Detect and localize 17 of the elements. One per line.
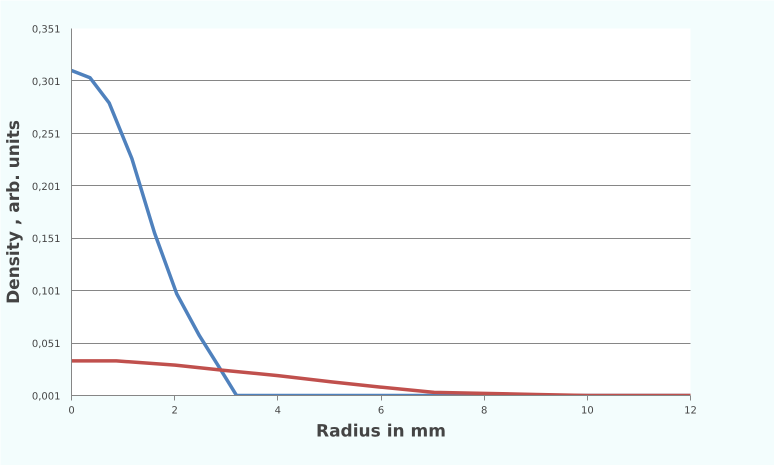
y-tick-label: 0,251	[32, 129, 61, 140]
y-tick-label: 0,051	[32, 339, 61, 350]
x-tick-label: 10	[580, 406, 594, 416]
x-tick-label: 8	[480, 406, 488, 416]
y-tick-label: 0,351	[32, 24, 61, 36]
x-tick-label: 6	[378, 406, 384, 416]
y-tick-label: 0,151	[32, 234, 61, 246]
y-tick-label: 0,301	[32, 76, 61, 88]
x-tick-label: 2	[171, 406, 178, 416]
y-tick-label: 0,101	[32, 286, 61, 298]
x-tick-label: 12	[684, 406, 697, 416]
y-axis-title: Density , arb. units	[4, 120, 24, 304]
y-tick-label: 0,201	[32, 182, 61, 193]
x-tick-label: 0	[68, 406, 75, 416]
x-axis-title: Radius in mm	[316, 422, 446, 442]
x-tick-label: 4	[274, 406, 282, 416]
y-tick-label: 0,001	[32, 392, 61, 402]
